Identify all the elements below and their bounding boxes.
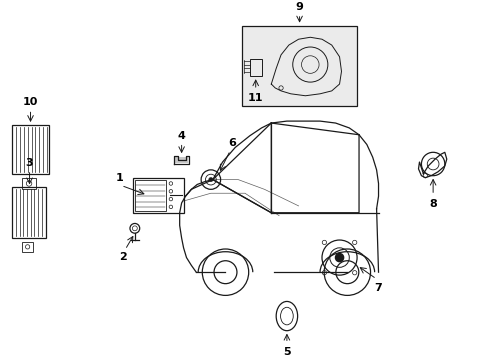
Bar — [12, 125, 49, 174]
Bar — [21, 242, 33, 252]
Text: 8: 8 — [428, 199, 436, 209]
Circle shape — [208, 177, 213, 182]
Text: 1: 1 — [115, 174, 123, 184]
Text: 11: 11 — [247, 93, 263, 103]
Text: 5: 5 — [283, 347, 290, 357]
Bar — [133, 177, 183, 213]
Text: 3: 3 — [26, 158, 33, 168]
Bar — [242, 26, 356, 105]
Bar — [12, 188, 46, 238]
Text: 9: 9 — [295, 2, 303, 12]
Text: 10: 10 — [23, 98, 38, 107]
Circle shape — [335, 253, 343, 262]
Bar — [249, 59, 261, 76]
Text: 4: 4 — [177, 131, 185, 141]
Bar — [21, 177, 36, 189]
Text: 2: 2 — [119, 252, 127, 262]
Text: 7: 7 — [374, 283, 382, 293]
Bar — [135, 180, 166, 211]
Text: 6: 6 — [228, 138, 236, 148]
